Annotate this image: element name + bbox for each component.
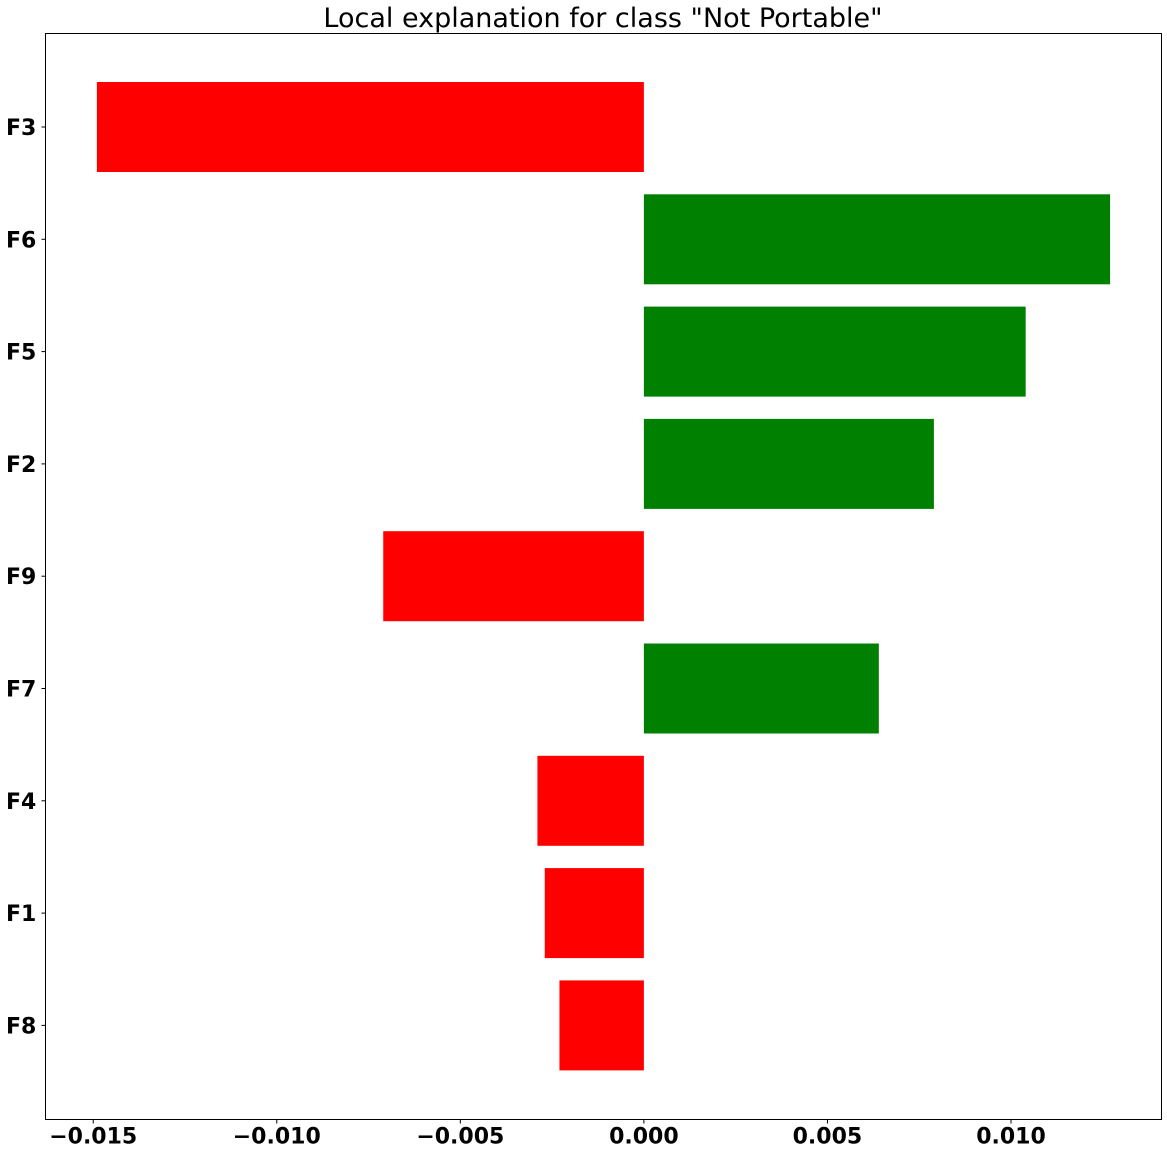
bar-f4 [537, 755, 644, 846]
bar-f9 [383, 531, 644, 622]
y-tick-label-f9: F9 [6, 565, 36, 590]
y-tick-label-f5: F5 [6, 341, 36, 366]
x-tick-label: 0.005 [793, 1125, 863, 1150]
y-tick-label-f3: F3 [6, 116, 36, 141]
bar-f2 [643, 418, 934, 509]
bars-layer [96, 82, 1111, 1071]
x-tick-label: 0.010 [976, 1125, 1046, 1150]
bar-f6 [643, 194, 1111, 285]
x-tick-label: −0.005 [416, 1125, 504, 1150]
x-tick-label: 0.000 [609, 1125, 679, 1150]
bar-f8 [559, 980, 644, 1071]
x-tick-label: −0.015 [49, 1125, 137, 1150]
y-tick-label-f8: F8 [6, 1014, 36, 1039]
y-tick-label-f6: F6 [6, 228, 36, 253]
y-axis: F3 F6 F5 F2 F9 F7 F4 F1 F8 [6, 116, 46, 1039]
y-tick-label-f1: F1 [6, 902, 36, 927]
y-tick-label-f2: F2 [6, 453, 36, 478]
bar-f7 [643, 643, 879, 734]
bar-f3 [96, 82, 644, 172]
y-tick-label-f4: F4 [6, 790, 36, 815]
y-tick-label-f7: F7 [6, 678, 36, 703]
x-axis: −0.015 −0.010 −0.005 0.000 0.005 0.010 [49, 1119, 1046, 1150]
chart-title: Local explanation for class "Not Portabl… [323, 3, 882, 34]
x-tick-label: −0.010 [233, 1125, 321, 1150]
bar-f1 [544, 868, 644, 959]
bar-f5 [643, 306, 1026, 397]
